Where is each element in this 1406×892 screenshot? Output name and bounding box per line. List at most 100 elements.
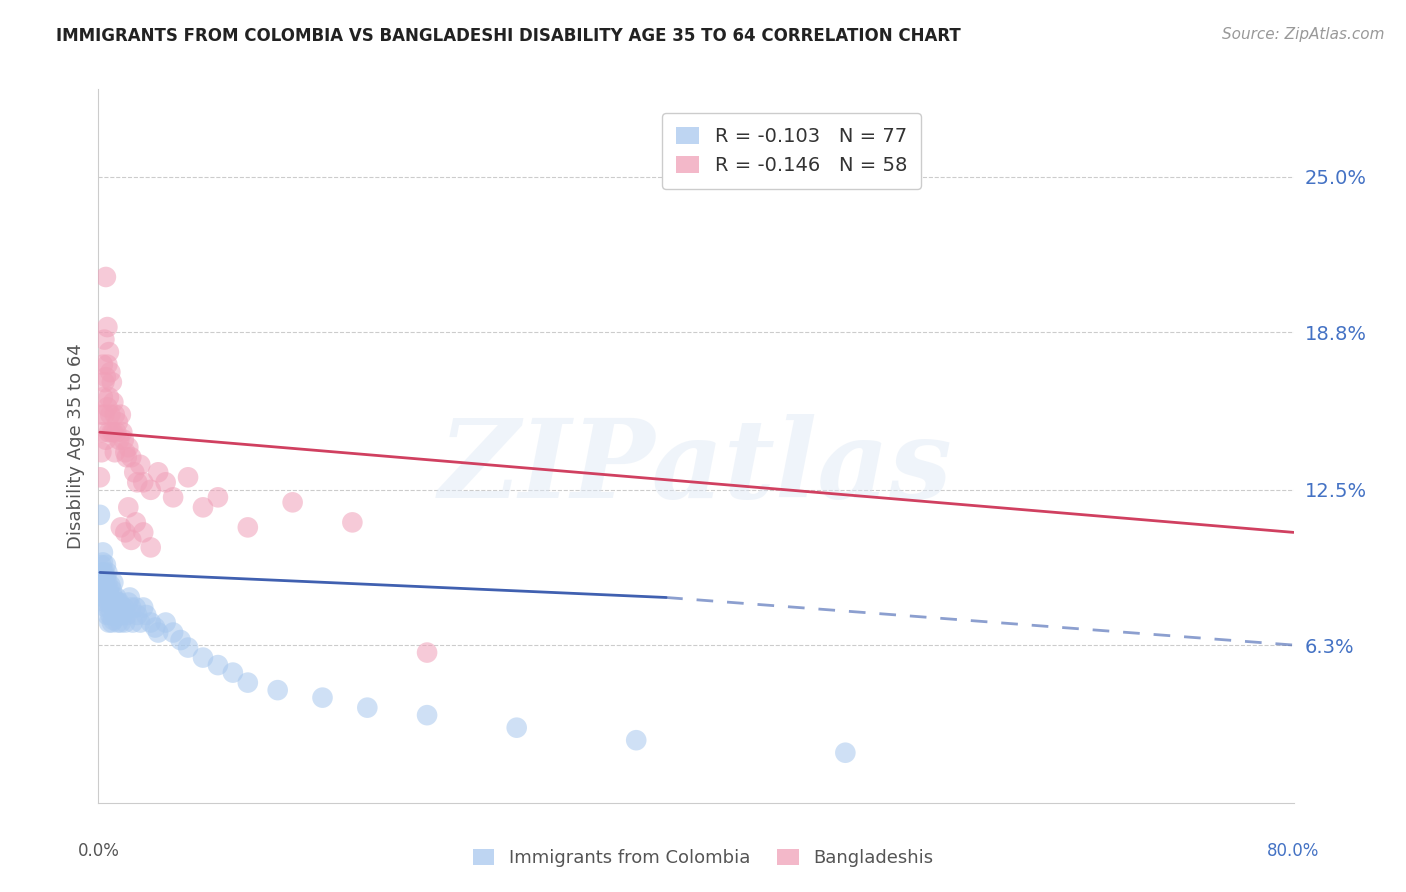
Point bbox=[90, 445, 112, 459]
Point bbox=[110, 600, 132, 615]
Text: IMMIGRANTS FROM COLOMBIA VS BANGLADESHI DISABILITY AGE 35 TO 64 CORRELATION CHAR: IMMIGRANTS FROM COLOMBIA VS BANGLADESHI … bbox=[56, 27, 960, 45]
Point bbox=[91, 545, 114, 559]
Point bbox=[101, 582, 124, 597]
Point bbox=[104, 445, 127, 459]
Point bbox=[139, 615, 162, 630]
Point bbox=[93, 375, 115, 389]
Point bbox=[129, 615, 152, 630]
Text: 80.0%: 80.0% bbox=[1267, 842, 1320, 860]
Point bbox=[132, 475, 155, 490]
Point bbox=[107, 595, 129, 609]
Point bbox=[91, 575, 114, 590]
Point bbox=[97, 615, 120, 630]
Point bbox=[94, 433, 117, 447]
Point bbox=[105, 591, 128, 605]
Point bbox=[117, 500, 139, 515]
Point bbox=[94, 582, 117, 597]
Point bbox=[281, 495, 304, 509]
Point bbox=[117, 595, 139, 609]
Point bbox=[105, 600, 128, 615]
Point bbox=[94, 570, 117, 584]
Point bbox=[111, 425, 134, 440]
Point bbox=[416, 708, 439, 723]
Point bbox=[236, 675, 259, 690]
Point bbox=[506, 721, 529, 735]
Point bbox=[117, 440, 139, 454]
Point bbox=[90, 582, 112, 597]
Point bbox=[125, 516, 148, 530]
Point bbox=[93, 582, 115, 597]
Point bbox=[124, 465, 146, 479]
Point bbox=[93, 333, 115, 347]
Point bbox=[127, 607, 149, 622]
Point bbox=[94, 558, 117, 572]
Point bbox=[115, 450, 138, 465]
Point bbox=[93, 408, 115, 422]
Point bbox=[120, 533, 142, 547]
Point bbox=[97, 390, 120, 404]
Point bbox=[97, 582, 120, 597]
Point bbox=[177, 640, 200, 655]
Point bbox=[191, 650, 214, 665]
Point bbox=[98, 365, 122, 379]
Point bbox=[110, 408, 132, 422]
Point bbox=[96, 358, 118, 372]
Point bbox=[94, 600, 117, 615]
Point bbox=[90, 558, 112, 572]
Point bbox=[127, 475, 149, 490]
Point bbox=[90, 408, 112, 422]
Point bbox=[89, 470, 111, 484]
Point bbox=[98, 408, 122, 422]
Point bbox=[121, 615, 143, 630]
Point bbox=[98, 591, 122, 605]
Point bbox=[103, 425, 125, 440]
Point bbox=[236, 520, 259, 534]
Point bbox=[104, 607, 127, 622]
Point bbox=[120, 600, 142, 615]
Point bbox=[177, 470, 200, 484]
Point bbox=[91, 358, 114, 372]
Point bbox=[118, 591, 141, 605]
Point bbox=[110, 615, 132, 630]
Point bbox=[191, 500, 214, 515]
Text: Source: ZipAtlas.com: Source: ZipAtlas.com bbox=[1222, 27, 1385, 42]
Point bbox=[267, 683, 290, 698]
Point bbox=[96, 575, 118, 590]
Point bbox=[162, 625, 184, 640]
Point bbox=[91, 566, 114, 580]
Point bbox=[143, 621, 166, 635]
Point bbox=[98, 578, 122, 592]
Point bbox=[129, 458, 152, 472]
Point bbox=[114, 525, 136, 540]
Point bbox=[148, 465, 170, 479]
Point bbox=[222, 665, 245, 680]
Point bbox=[155, 615, 177, 630]
Point bbox=[162, 491, 184, 505]
Text: 0.0%: 0.0% bbox=[77, 842, 120, 860]
Point bbox=[132, 525, 155, 540]
Point bbox=[114, 445, 136, 459]
Point bbox=[169, 633, 191, 648]
Point bbox=[834, 746, 856, 760]
Point bbox=[104, 408, 127, 422]
Point bbox=[115, 607, 138, 622]
Point bbox=[416, 646, 439, 660]
Point bbox=[125, 600, 148, 615]
Point bbox=[96, 566, 118, 580]
Point bbox=[96, 588, 118, 602]
Point bbox=[97, 425, 120, 440]
Point bbox=[112, 433, 135, 447]
Point bbox=[107, 615, 129, 630]
Point bbox=[94, 370, 117, 384]
Point bbox=[101, 595, 124, 609]
Point bbox=[120, 450, 142, 465]
Point bbox=[207, 491, 229, 505]
Point bbox=[89, 508, 111, 522]
Point bbox=[97, 595, 120, 609]
Point bbox=[105, 425, 128, 440]
Point bbox=[103, 600, 125, 615]
Point bbox=[93, 566, 115, 580]
Point bbox=[103, 613, 125, 627]
Point bbox=[342, 516, 364, 530]
Point bbox=[132, 600, 155, 615]
